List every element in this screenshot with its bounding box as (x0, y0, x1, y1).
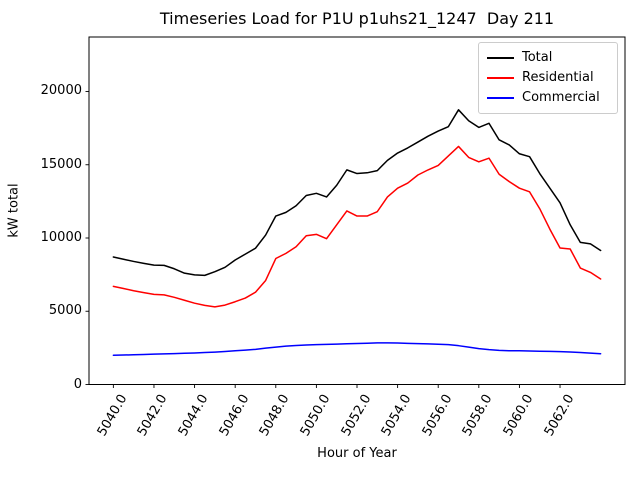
y-tick-label: 5000 (48, 303, 82, 319)
commercial-line-swatch (487, 97, 514, 99)
x-axis-label: Hour of Year (317, 446, 397, 461)
legend-label-total: Total (522, 50, 553, 65)
chart-title: Timeseries Load for P1U p1uhs21_1247 Day… (159, 9, 555, 28)
y-tick-label: 0 (73, 376, 82, 392)
y-tick-label: 10000 (40, 229, 82, 245)
legend-label-commercial: Commercial (522, 90, 600, 105)
residential-line-swatch (487, 77, 514, 79)
series-line-total (112, 109, 602, 277)
legend: Total Residential Commercial (478, 42, 618, 114)
legend-entry-total: Total (487, 48, 609, 68)
axes-frame (88, 36, 626, 385)
y-axis-label: kW total (6, 183, 22, 238)
series-line-residential (112, 145, 602, 308)
series-line-commercial (112, 342, 602, 356)
legend-entry-commercial: Commercial (487, 88, 609, 108)
y-tick-label: 15000 (40, 156, 82, 172)
y-tick-label: 20000 (40, 83, 82, 99)
legend-label-residential: Residential (522, 70, 594, 85)
legend-entry-residential: Residential (487, 68, 609, 88)
total-line-swatch (487, 57, 514, 59)
